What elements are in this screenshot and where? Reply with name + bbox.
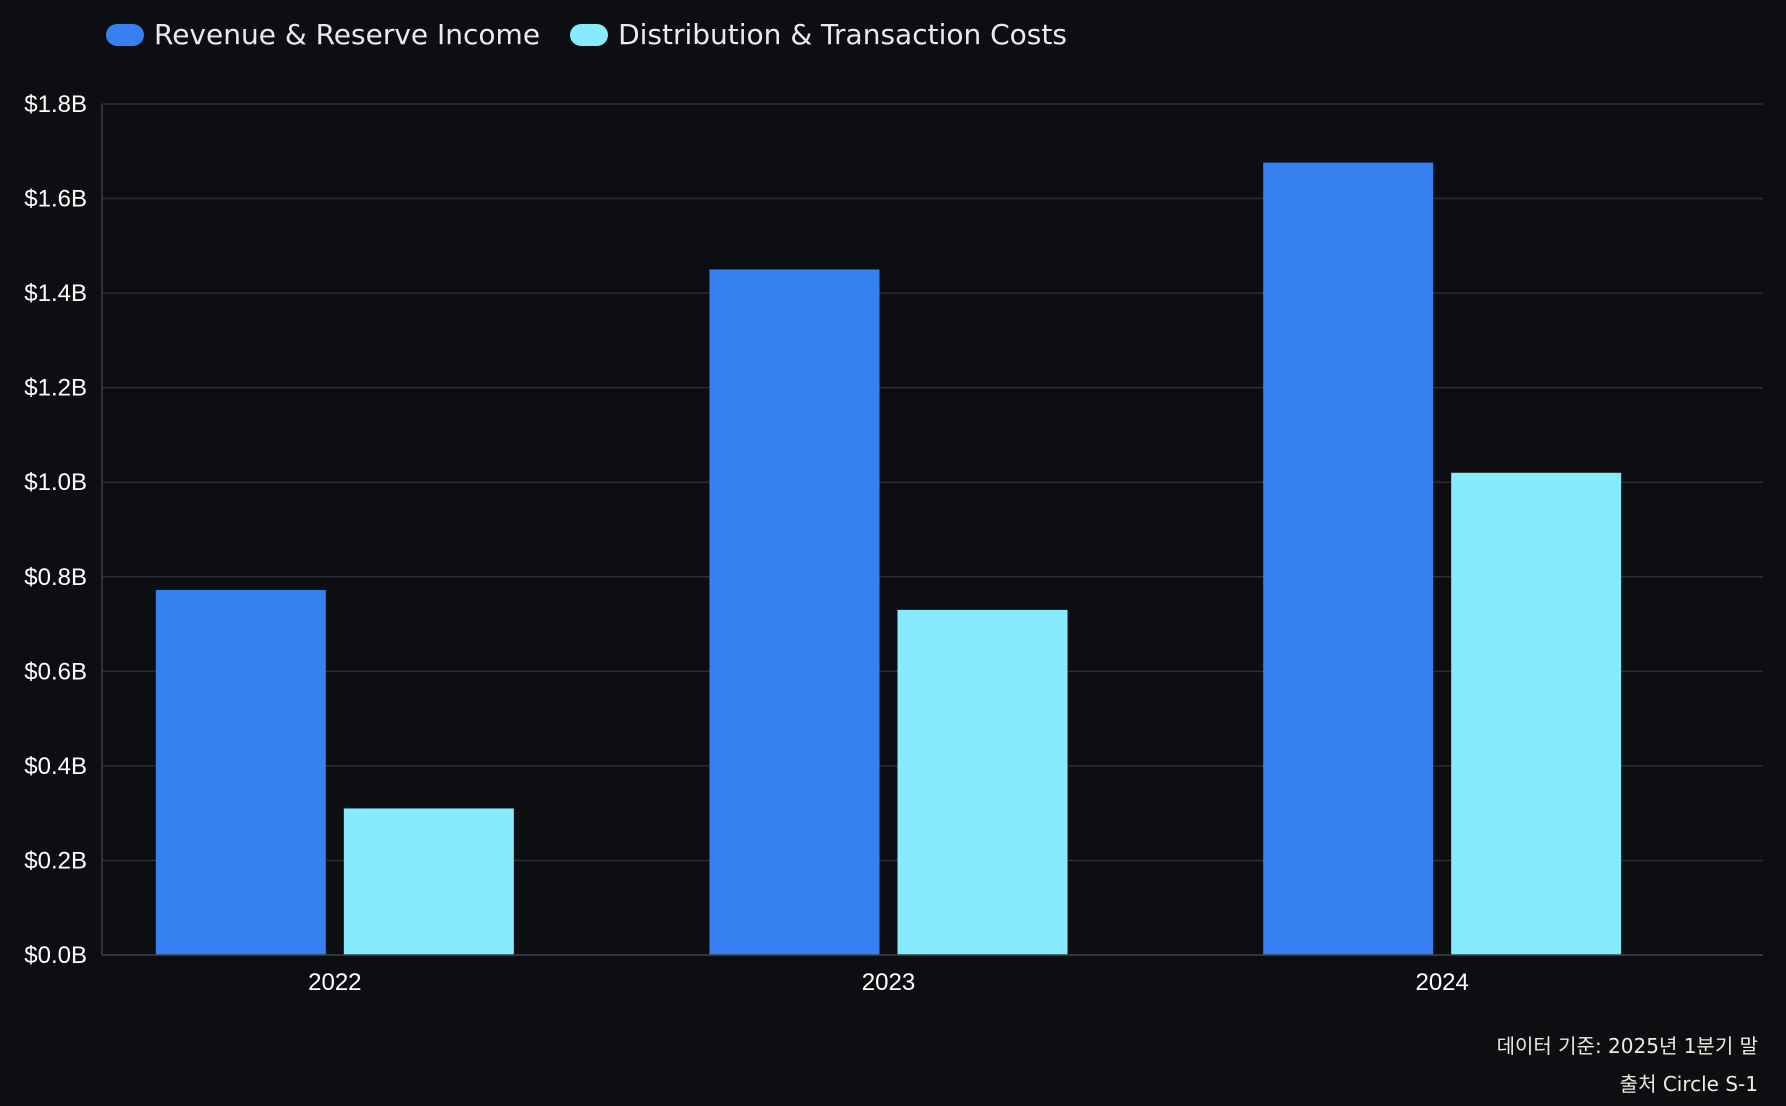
- y-tick-label-0: $0.0B: [24, 942, 87, 969]
- x-tick-label-2024: 2024: [1415, 969, 1468, 996]
- y-tick-label-3: $0.6B: [24, 658, 87, 685]
- data-basis-note: 데이터 기준: 2025년 1분기 말: [1496, 1034, 1758, 1058]
- bar-revenue-2024: [1263, 162, 1434, 955]
- legend-swatch-revenue: [106, 23, 144, 46]
- y-tick-label-2: $0.4B: [24, 753, 87, 780]
- y-tick-label-9: $1.8B: [24, 91, 87, 118]
- bar-costs-2023: [897, 609, 1068, 955]
- legend-label-revenue: Revenue & Reserve Income: [154, 18, 541, 51]
- legend-item-revenue[interactable]: Revenue & Reserve Income: [106, 18, 540, 51]
- legend-label-costs: Distribution & Transaction Costs: [618, 18, 1067, 51]
- bar-revenue-2023: [709, 269, 880, 955]
- bar-revenue-2022: [155, 590, 326, 955]
- chart-legend: Revenue & Reserve Income Distribution & …: [106, 18, 1097, 51]
- y-tick-label-1: $0.2B: [24, 847, 87, 874]
- y-tick-label-4: $0.8B: [24, 564, 87, 591]
- legend-item-costs[interactable]: Distribution & Transaction Costs: [570, 18, 1067, 51]
- bar-costs-2022: [343, 808, 514, 955]
- y-tick-label-8: $1.6B: [24, 186, 87, 213]
- y-tick-label-6: $1.2B: [24, 375, 87, 402]
- legend-swatch-costs: [570, 23, 609, 46]
- y-tick-label-7: $1.4B: [24, 280, 87, 307]
- bar-costs-2024: [1451, 472, 1622, 955]
- x-tick-label-2023: 2023: [862, 969, 915, 996]
- x-tick-label-2022: 2022: [308, 969, 361, 996]
- y-tick-label-5: $1.0B: [24, 469, 87, 496]
- source-note: 출처 Circle S-1: [1619, 1072, 1758, 1096]
